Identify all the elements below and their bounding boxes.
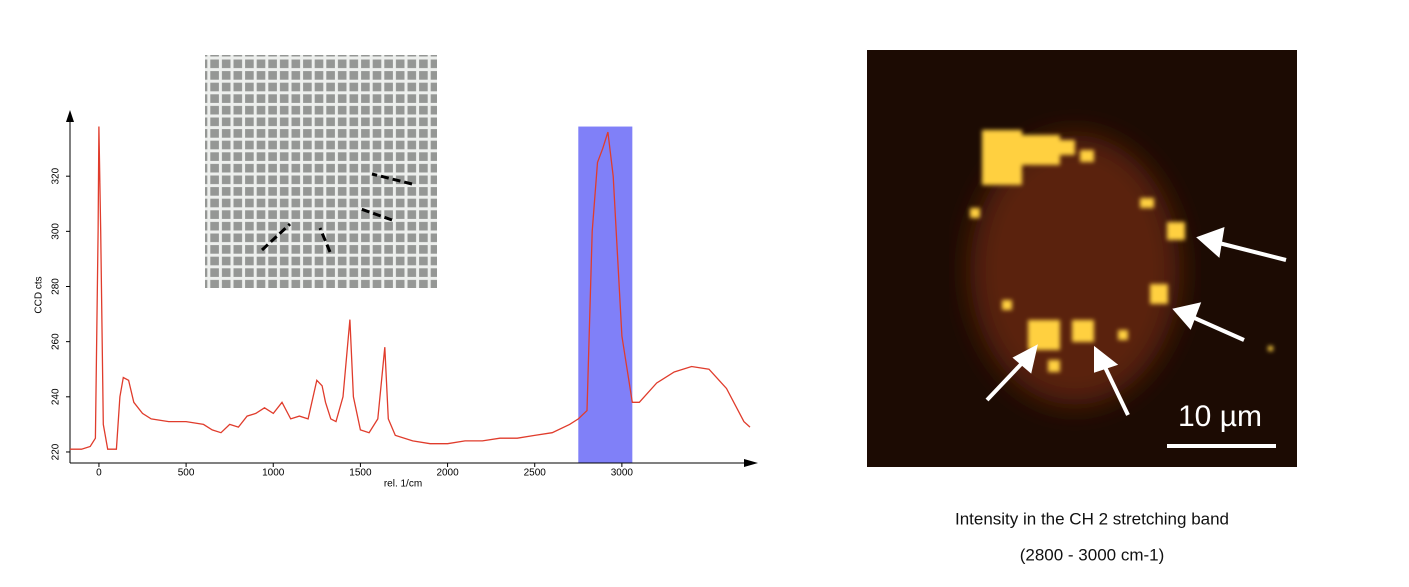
y-axis-arrow [66, 110, 74, 122]
x-tick-label: 1500 [349, 468, 372, 479]
spectrum-line [70, 126, 751, 450]
x-tick-label: 2000 [436, 468, 459, 479]
y-tick-label: 220 [51, 443, 62, 460]
x-axis-arrow [744, 459, 758, 467]
x-tick-label: 1000 [262, 468, 285, 479]
x-tick-label: 0 [96, 468, 102, 479]
spectrum-chart: 220 240 260 280 300 320 0 500 1000 1500 2000 2500 30… [34, 110, 758, 490]
caption: Intensity in the CH 2 stretching band [955, 509, 1229, 528]
caption: (2800 - 3000 cm-1) [1020, 545, 1165, 564]
x-axis-label: rel. 1/cm [384, 479, 422, 490]
inset-image [205, 55, 437, 288]
y-axis-label: CCD cts [34, 276, 45, 313]
x-tick-label: 3000 [611, 468, 634, 479]
highlight-band [578, 126, 633, 463]
y-tick-label: 320 [51, 167, 62, 184]
intensity-image: 10 µm [867, 50, 1297, 467]
y-tick-label: 280 [51, 278, 62, 295]
y-tick-label: 240 [51, 388, 62, 405]
y-tick-label: 300 [51, 223, 62, 240]
y-tick-label: 260 [51, 333, 62, 350]
x-tick-label: 500 [178, 468, 195, 479]
x-tick-label: 2500 [524, 468, 547, 479]
scale-bar-label: 10 µm [1178, 400, 1262, 433]
